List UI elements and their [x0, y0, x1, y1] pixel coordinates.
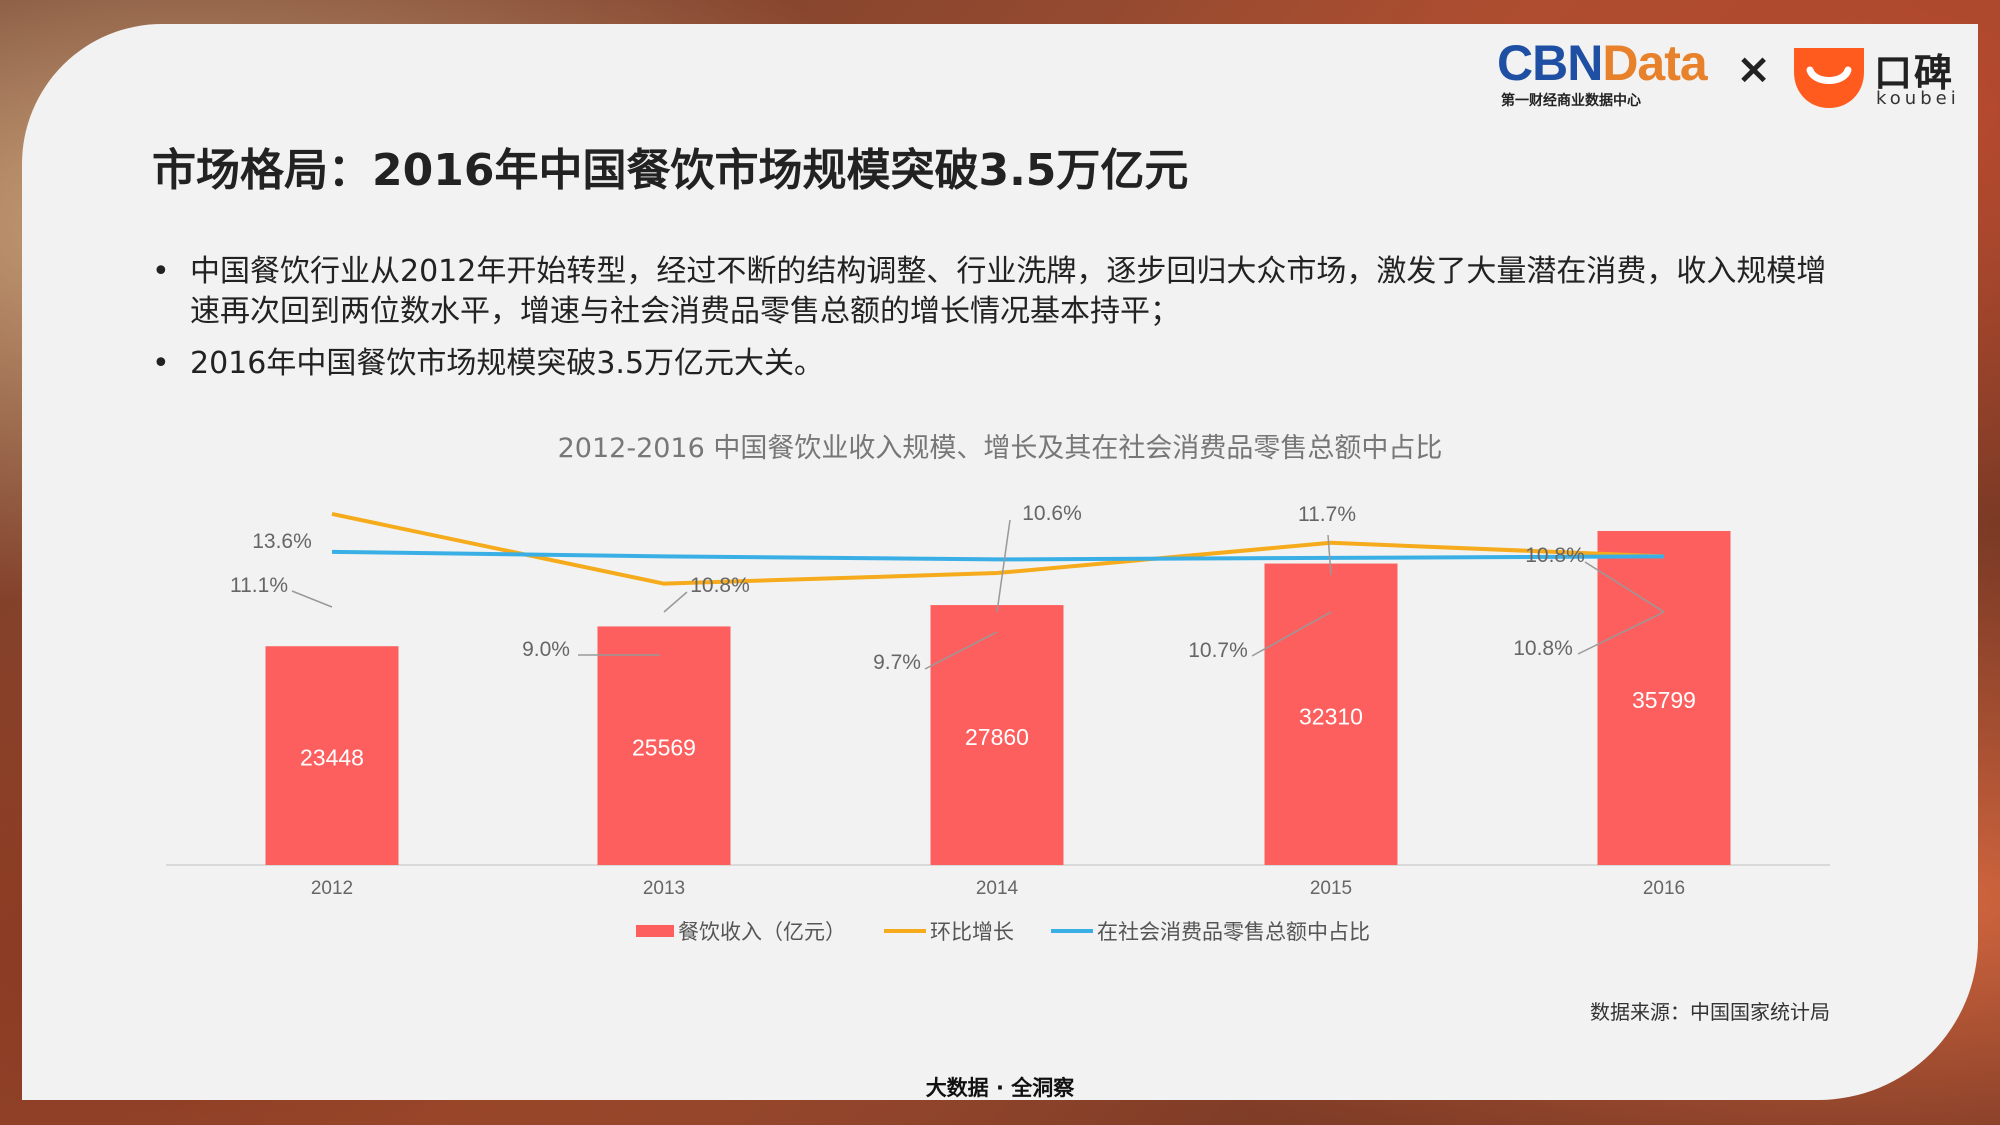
x-tick-label: 2015: [1310, 878, 1352, 899]
legend-label: 餐饮收入（亿元）: [678, 920, 846, 944]
logo-separator: ×: [1736, 44, 1772, 93]
growth-data-label: 11.7%: [1298, 503, 1356, 526]
leader-line: [1577, 611, 1665, 655]
leader-line: [1584, 561, 1665, 613]
bullet-text: 2016年中国餐饮市场规模突破3.5万亿元大关。: [190, 346, 825, 381]
share-data-label: 10.7%: [1188, 639, 1248, 662]
growth-data-label: 9.0%: [522, 638, 570, 661]
bullet-item: • 中国餐饮行业从2012年开始转型，经过不断的结构调整、行业洗牌，逐步回归大众…: [150, 252, 1830, 332]
bullet-item: • 2016年中国餐饮市场规模突破3.5万亿元大关。: [150, 344, 1830, 384]
bar-value-label: 23448: [300, 745, 364, 771]
legend-swatch: [636, 925, 674, 937]
leader-line: [1251, 611, 1332, 657]
share-data-label: 10.8%: [1513, 637, 1573, 660]
slide-title: 市场格局：2016年中国餐饮市场规模突破3.5万亿元: [152, 145, 1189, 196]
leader-line: [924, 631, 998, 670]
leader-line: [1327, 534, 1332, 576]
footer-slogan: 大数据 · 全洞察: [925, 1076, 1075, 1100]
bar-value-label: 35799: [1632, 687, 1696, 713]
koubei-cn: 口碑: [1874, 51, 1955, 95]
data-source: 数据来源：中国国家统计局: [1590, 1000, 1830, 1024]
koubei-logo: 口碑 koubei: [1790, 42, 1960, 112]
growth-data-label: 10.8%: [1525, 544, 1585, 567]
chart-title: 2012-2016 中国餐饮业收入规模、增长及其在社会消费品零售总额中占比: [557, 433, 1443, 464]
bar-value-label: 25569: [632, 735, 696, 761]
leader-line: [663, 591, 688, 613]
legend-label: 环比增长: [930, 920, 1014, 944]
bar: [1597, 531, 1731, 865]
growth-line: [331, 512, 1665, 586]
x-tick-label: 2013: [643, 878, 685, 899]
bullet-text: 中国餐饮行业从2012年开始转型，经过不断的结构调整、行业洗牌，逐步回归大众市场…: [190, 254, 1827, 329]
x-tick-label: 2012: [311, 878, 353, 899]
share-data-label: 10.8%: [690, 574, 750, 597]
bar: [930, 605, 1064, 865]
leader-line: [291, 590, 333, 608]
growth-data-label: 9.7%: [873, 651, 921, 674]
bullet-dot: •: [152, 254, 170, 289]
bar: [265, 646, 399, 865]
growth-data-label: 13.6%: [252, 530, 312, 553]
bullet-list: • 中国餐饮行业从2012年开始转型，经过不断的结构调整、行业洗牌，逐步回归大众…: [150, 252, 1830, 396]
bar-value-label: 32310: [1299, 703, 1363, 729]
legend-label: 在社会消费品零售总额中占比: [1097, 920, 1370, 944]
data-text: Data: [1602, 35, 1707, 91]
x-tick-label: 2016: [1643, 878, 1685, 899]
share-line: [331, 549, 1665, 562]
x-tick-label: 2014: [976, 878, 1019, 899]
koubei-smile-icon: [1794, 48, 1864, 108]
bar-value-label: 27860: [965, 724, 1029, 750]
bar: [597, 626, 731, 865]
share-data-label: 11.1%: [230, 574, 288, 597]
share-data-label: 10.6%: [1022, 502, 1082, 525]
koubei-en: koubei: [1876, 88, 1960, 109]
leader-line: [996, 519, 1011, 613]
cbn-text: CBN: [1497, 35, 1603, 91]
cbndata-logo: CBNData 第一财经商业数据中心: [1497, 35, 1712, 109]
bar: [1264, 563, 1398, 865]
cbndata-subtitle: 第一财经商业数据中心: [1501, 93, 1641, 109]
bullet-dot: •: [152, 346, 170, 381]
